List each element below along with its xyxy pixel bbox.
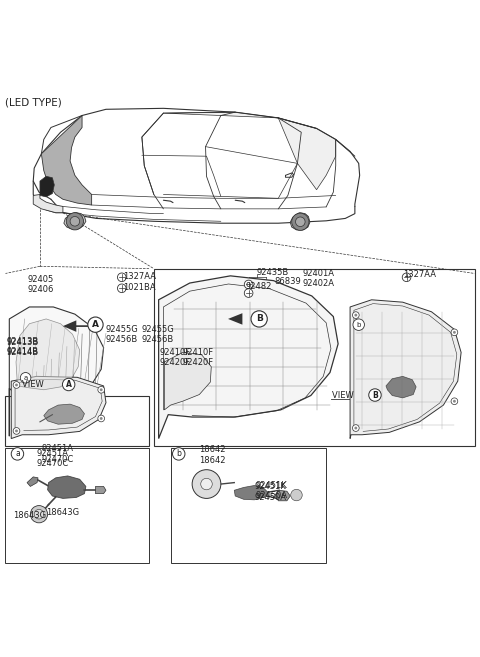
Circle shape <box>15 384 18 386</box>
Text: 92435B: 92435B <box>257 267 289 277</box>
Polygon shape <box>164 352 211 410</box>
Text: a: a <box>24 374 28 381</box>
Circle shape <box>453 331 456 334</box>
Text: 1327AA: 1327AA <box>403 271 436 279</box>
FancyBboxPatch shape <box>5 396 149 445</box>
Polygon shape <box>33 194 63 213</box>
Text: B: B <box>372 390 378 399</box>
Text: 92451K
92450A: 92451K 92450A <box>254 482 287 502</box>
Text: 92482: 92482 <box>246 283 272 291</box>
Polygon shape <box>48 476 86 499</box>
Text: b: b <box>176 449 181 459</box>
Circle shape <box>369 389 381 401</box>
Circle shape <box>98 386 105 393</box>
Circle shape <box>353 319 364 330</box>
Circle shape <box>354 313 357 317</box>
Text: 92451A
92470C: 92451A 92470C <box>36 449 69 468</box>
Polygon shape <box>158 276 338 439</box>
Polygon shape <box>27 477 38 486</box>
Text: 92410F
92420F: 92410F 92420F <box>159 348 191 367</box>
Polygon shape <box>41 116 92 205</box>
Text: 18642: 18642 <box>199 445 226 453</box>
Polygon shape <box>40 176 54 197</box>
Polygon shape <box>386 376 416 398</box>
Circle shape <box>100 417 103 420</box>
Circle shape <box>13 382 20 388</box>
Circle shape <box>296 217 305 227</box>
Polygon shape <box>350 300 461 439</box>
Polygon shape <box>64 213 86 229</box>
Text: VIEW: VIEW <box>22 380 47 390</box>
Text: 92413B
92414B: 92413B 92414B <box>6 337 39 356</box>
Circle shape <box>88 317 103 332</box>
FancyBboxPatch shape <box>154 269 475 445</box>
Circle shape <box>100 388 103 391</box>
Circle shape <box>192 470 221 499</box>
Text: 86839: 86839 <box>275 277 301 286</box>
Circle shape <box>402 273 411 282</box>
Circle shape <box>34 509 44 519</box>
Circle shape <box>62 378 75 391</box>
Polygon shape <box>276 490 290 501</box>
Text: A: A <box>66 380 72 389</box>
Text: (LED TYPE): (LED TYPE) <box>5 98 62 108</box>
Text: 18643G: 18643G <box>13 510 46 520</box>
Circle shape <box>201 478 212 489</box>
Circle shape <box>172 447 185 460</box>
Polygon shape <box>163 112 336 190</box>
Text: 92451K
92450A: 92451K 92450A <box>255 480 288 500</box>
Text: 92455G
92456B: 92455G 92456B <box>105 325 138 344</box>
Polygon shape <box>44 404 84 424</box>
Text: A: A <box>92 320 99 329</box>
Circle shape <box>354 426 357 430</box>
Polygon shape <box>16 319 80 390</box>
Text: a: a <box>15 449 20 459</box>
Circle shape <box>352 424 359 432</box>
Circle shape <box>118 284 126 292</box>
Polygon shape <box>96 486 106 493</box>
Circle shape <box>451 329 458 336</box>
Text: b: b <box>357 322 361 328</box>
Circle shape <box>15 430 18 432</box>
Circle shape <box>352 312 359 319</box>
Text: 92405
92406: 92405 92406 <box>27 275 53 294</box>
Circle shape <box>98 415 105 422</box>
Circle shape <box>291 489 302 501</box>
Circle shape <box>244 289 253 298</box>
Circle shape <box>292 213 309 231</box>
Text: 92413B
92414B: 92413B 92414B <box>6 338 39 357</box>
Text: B: B <box>256 315 263 323</box>
Text: 18643G: 18643G <box>46 509 79 517</box>
Circle shape <box>13 428 20 434</box>
Circle shape <box>118 273 126 282</box>
Circle shape <box>251 311 267 327</box>
Circle shape <box>66 213 84 230</box>
Polygon shape <box>234 486 268 500</box>
Circle shape <box>451 398 458 405</box>
Text: 18642: 18642 <box>199 455 226 464</box>
Text: 92410F
92420F: 92410F 92420F <box>182 348 214 367</box>
Circle shape <box>11 447 24 460</box>
Circle shape <box>453 400 456 403</box>
Polygon shape <box>63 321 76 332</box>
Circle shape <box>30 506 48 523</box>
Circle shape <box>20 373 31 383</box>
Text: 92401A
92402A: 92401A 92402A <box>302 269 334 288</box>
Polygon shape <box>9 307 104 436</box>
Text: 1021BA: 1021BA <box>123 283 156 292</box>
FancyBboxPatch shape <box>170 448 326 563</box>
Circle shape <box>70 217 80 226</box>
Text: 1327AA: 1327AA <box>123 272 156 281</box>
Text: VIEW: VIEW <box>332 391 356 400</box>
Text: 92455G
92456B: 92455G 92456B <box>142 325 175 344</box>
Polygon shape <box>228 313 242 325</box>
Polygon shape <box>11 376 106 439</box>
Text: 92451A
92470C: 92451A 92470C <box>41 444 73 464</box>
FancyBboxPatch shape <box>5 448 149 563</box>
Polygon shape <box>290 213 310 230</box>
Circle shape <box>244 280 253 289</box>
